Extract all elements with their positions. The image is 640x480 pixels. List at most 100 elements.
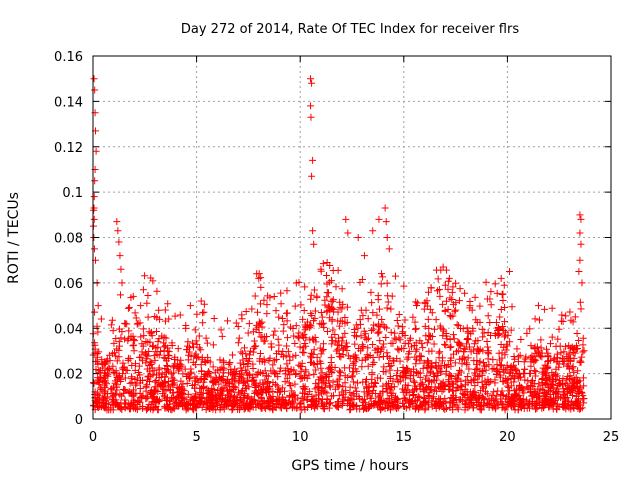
data-point bbox=[416, 385, 424, 393]
data-point bbox=[538, 378, 546, 386]
data-point bbox=[333, 377, 341, 385]
data-point bbox=[436, 292, 444, 300]
data-point bbox=[218, 403, 226, 411]
data-point bbox=[520, 369, 528, 377]
data-point bbox=[454, 338, 462, 346]
y-tick-label: 0.02 bbox=[54, 368, 83, 383]
data-point bbox=[516, 351, 524, 359]
data-point bbox=[156, 315, 164, 323]
data-point bbox=[513, 385, 521, 393]
data-point bbox=[459, 325, 467, 333]
data-point bbox=[351, 384, 359, 392]
data-point bbox=[217, 326, 225, 334]
data-point bbox=[404, 365, 412, 373]
data-point bbox=[391, 329, 399, 337]
data-point bbox=[139, 286, 147, 294]
data-point bbox=[569, 392, 577, 400]
data-point bbox=[309, 227, 317, 235]
data-point bbox=[412, 325, 420, 333]
data-point bbox=[441, 281, 449, 289]
data-point bbox=[384, 399, 392, 407]
data-point bbox=[369, 325, 377, 333]
data-point bbox=[138, 404, 146, 412]
data-point bbox=[491, 401, 499, 409]
data-points bbox=[89, 75, 588, 414]
data-point bbox=[208, 388, 216, 396]
data-point bbox=[507, 362, 515, 370]
x-tick-label: 20 bbox=[499, 430, 516, 445]
data-point bbox=[113, 218, 121, 226]
data-point bbox=[381, 204, 389, 212]
data-point bbox=[133, 379, 141, 387]
data-point bbox=[97, 373, 105, 381]
data-point bbox=[171, 353, 179, 361]
data-point bbox=[141, 272, 149, 280]
data-point bbox=[160, 354, 168, 362]
data-point bbox=[369, 227, 377, 235]
data-point bbox=[319, 396, 327, 404]
data-point bbox=[442, 297, 450, 305]
data-point bbox=[364, 334, 372, 342]
data-point bbox=[240, 361, 248, 369]
data-point bbox=[336, 372, 344, 380]
data-point bbox=[546, 356, 554, 364]
data-point bbox=[363, 376, 371, 384]
data-point bbox=[289, 403, 297, 411]
data-point bbox=[464, 372, 472, 380]
data-point bbox=[403, 355, 411, 363]
data-point bbox=[375, 353, 383, 361]
data-point bbox=[91, 86, 99, 94]
data-point bbox=[473, 356, 481, 364]
data-point bbox=[131, 405, 139, 413]
data-point bbox=[440, 386, 448, 394]
data-point bbox=[484, 355, 492, 363]
data-point bbox=[452, 299, 460, 307]
y-tick-label: 0.08 bbox=[54, 232, 83, 247]
data-point bbox=[411, 318, 419, 326]
data-point bbox=[338, 305, 346, 313]
data-point bbox=[194, 378, 202, 386]
data-point bbox=[112, 398, 120, 406]
data-point bbox=[523, 329, 531, 337]
data-point bbox=[318, 369, 326, 377]
data-point bbox=[451, 359, 459, 367]
data-point bbox=[400, 282, 408, 290]
data-point bbox=[486, 318, 494, 326]
data-point bbox=[439, 378, 447, 386]
data-point bbox=[313, 294, 321, 302]
data-point bbox=[228, 378, 236, 386]
data-point bbox=[479, 333, 487, 341]
data-point bbox=[476, 402, 484, 410]
data-point bbox=[455, 366, 463, 374]
data-point bbox=[394, 367, 402, 375]
data-point bbox=[142, 387, 150, 395]
data-point bbox=[537, 336, 545, 344]
data-point bbox=[131, 337, 139, 345]
data-point bbox=[302, 342, 310, 350]
data-point bbox=[472, 395, 480, 403]
data-point bbox=[209, 394, 217, 402]
data-point bbox=[408, 397, 416, 405]
data-point bbox=[200, 308, 208, 316]
data-point bbox=[371, 378, 379, 386]
data-point bbox=[453, 384, 461, 392]
data-point bbox=[450, 398, 458, 406]
data-point bbox=[102, 371, 110, 379]
data-point bbox=[376, 374, 384, 382]
data-point bbox=[161, 394, 169, 402]
data-point bbox=[161, 317, 169, 325]
data-point bbox=[574, 389, 582, 397]
data-point bbox=[191, 352, 199, 360]
data-point bbox=[236, 370, 244, 378]
data-point bbox=[280, 321, 288, 329]
data-point bbox=[203, 385, 211, 393]
data-point bbox=[201, 375, 209, 383]
data-point bbox=[436, 322, 444, 330]
data-point bbox=[368, 371, 376, 379]
data-point bbox=[197, 297, 205, 305]
data-point bbox=[292, 371, 300, 379]
data-point bbox=[430, 340, 438, 348]
data-point bbox=[183, 379, 191, 387]
data-point bbox=[485, 403, 493, 411]
data-point bbox=[257, 274, 265, 282]
